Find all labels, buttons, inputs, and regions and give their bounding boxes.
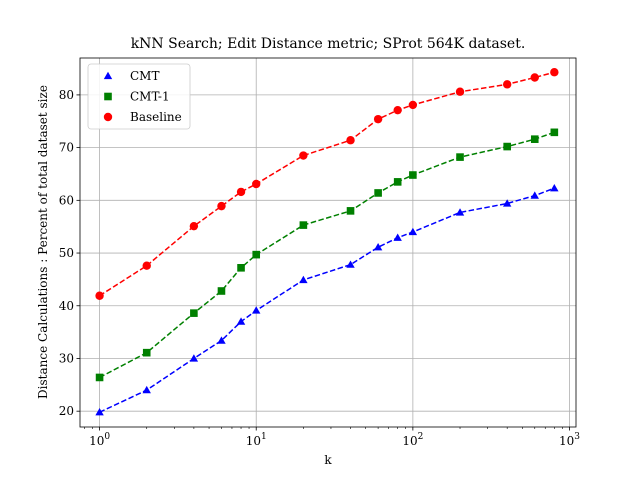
circle-marker xyxy=(455,87,465,96)
legend-label: Baseline xyxy=(130,110,182,124)
triangle-marker xyxy=(142,385,151,394)
triangle-marker xyxy=(393,233,402,241)
triangle-marker xyxy=(502,199,512,207)
circle-marker xyxy=(95,291,104,300)
square-marker xyxy=(142,348,151,357)
circle-marker xyxy=(530,73,539,82)
triangle-marker xyxy=(455,208,465,216)
series-cmt xyxy=(95,184,559,416)
x-tick-label: 102 xyxy=(402,432,423,448)
series-line xyxy=(99,187,555,413)
square-marker xyxy=(252,250,261,259)
y-tick-label: 40 xyxy=(59,299,74,313)
triangle-marker xyxy=(550,184,559,192)
y-axis-label: Distance Calculations : Percent of total… xyxy=(36,85,50,399)
triangle-marker xyxy=(530,191,539,199)
y-tick-label: 20 xyxy=(59,404,74,418)
circle-marker xyxy=(373,114,383,124)
triangle-marker xyxy=(252,306,261,314)
circle-marker xyxy=(408,100,418,110)
y-tick-label: 50 xyxy=(59,246,74,260)
square-marker xyxy=(550,128,559,137)
x-tick-label: 100 xyxy=(89,432,110,448)
y-tick-label: 80 xyxy=(59,88,74,102)
square-marker xyxy=(530,135,539,143)
legend-item: CMT xyxy=(103,69,159,83)
legend-item: Baseline xyxy=(103,110,182,124)
triangle-marker xyxy=(217,336,226,344)
x-axis-label: k xyxy=(324,453,332,467)
y-tick-label: 70 xyxy=(59,141,74,155)
circle-marker xyxy=(393,105,402,115)
square-marker xyxy=(393,178,402,186)
square-marker xyxy=(190,309,198,317)
square-marker xyxy=(346,207,355,215)
series-baseline xyxy=(95,68,559,300)
square-marker xyxy=(456,153,464,161)
square-marker xyxy=(503,142,511,151)
square-marker xyxy=(409,171,417,179)
square-marker xyxy=(237,264,245,272)
plot-frame xyxy=(79,57,577,428)
triangle-marker xyxy=(103,71,113,80)
triangle-marker xyxy=(299,275,308,284)
circle-marker xyxy=(252,179,261,189)
circle-marker xyxy=(346,136,355,145)
square-marker xyxy=(95,373,104,382)
circle-marker xyxy=(550,68,559,77)
legend-label: CMT-1 xyxy=(130,90,170,104)
chart-title: kNN Search; Edit Distance metric; SProt … xyxy=(131,36,526,52)
circle-marker xyxy=(502,80,512,89)
series-cmt-1 xyxy=(95,128,559,382)
circle-marker xyxy=(299,151,308,160)
circle-marker xyxy=(142,261,151,270)
triangle-marker xyxy=(95,408,104,416)
x-tick-label: 101 xyxy=(246,432,267,448)
triangle-marker xyxy=(236,317,246,325)
circle-marker xyxy=(189,221,199,231)
square-marker xyxy=(299,221,308,229)
triangle-marker xyxy=(346,260,355,268)
y-tick-label: 30 xyxy=(59,351,74,365)
square-marker xyxy=(217,287,226,295)
legend-item: CMT-1 xyxy=(104,90,170,104)
triangle-marker xyxy=(189,354,199,362)
legend-box xyxy=(87,63,191,130)
circle-marker xyxy=(217,201,226,211)
y-tick-label: 60 xyxy=(59,193,74,207)
square-marker xyxy=(104,92,112,101)
square-marker xyxy=(374,189,382,197)
x-tick-label: 103 xyxy=(559,432,580,448)
triangle-marker xyxy=(373,243,383,251)
legend-label: CMT xyxy=(130,69,159,83)
legend: CMT CMT-1 Baseline xyxy=(87,63,191,130)
circle-marker xyxy=(103,112,113,122)
ticks: 100 101 102 103 20 30 40 50 60 70 80 xyxy=(59,88,581,448)
series-layer xyxy=(95,68,559,416)
circle-marker xyxy=(236,187,246,197)
triangle-marker xyxy=(408,227,418,236)
series-line xyxy=(99,131,555,379)
